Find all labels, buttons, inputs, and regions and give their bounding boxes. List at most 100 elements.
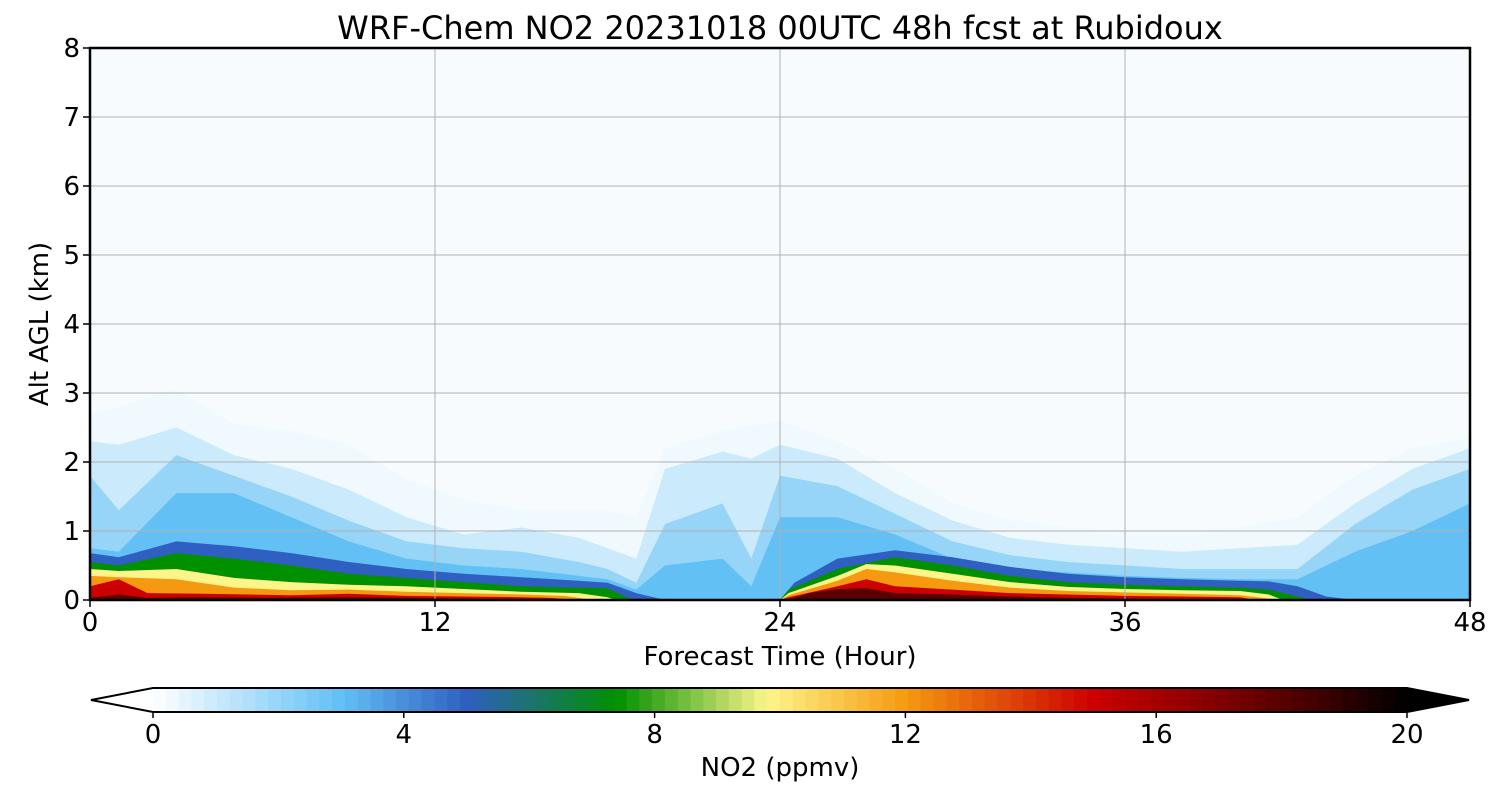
colorbar-segment (1394, 688, 1408, 712)
colorbar-segment (216, 688, 231, 712)
y-tick-label: 5 (63, 241, 80, 271)
colorbar-segment (524, 688, 538, 712)
colorbar-segment (728, 688, 743, 712)
colorbar-ticks: 0 4 8 12 16 20 (145, 712, 1424, 750)
colorbar-segment (1010, 688, 1024, 712)
x-tick-label: 24 (763, 608, 796, 638)
colorbar-segment (1381, 688, 1395, 712)
y-tick-label: 3 (63, 379, 80, 409)
y-axis: 0 1 2 3 4 5 6 7 8 (63, 34, 90, 616)
colorbar-segment (1368, 688, 1383, 712)
colorbar-segment (575, 688, 589, 712)
colorbar-segment (383, 688, 397, 712)
colorbar-segment (1099, 688, 1114, 712)
colorbar-segment (204, 688, 218, 712)
colorbar-tick-label: 16 (1140, 720, 1173, 750)
colorbar-segment (1317, 688, 1331, 712)
colorbar-segment (344, 688, 359, 712)
colorbar-segment (652, 688, 666, 712)
colorbar-segment (255, 688, 269, 712)
colorbar-extend-max (1407, 688, 1469, 712)
colorbar-segment (460, 688, 474, 712)
colorbar-segment (293, 688, 308, 712)
colorbar-segment (178, 688, 192, 712)
colorbar-segment (1176, 688, 1191, 712)
colorbar-segment (690, 688, 704, 712)
colorbar-segment (485, 688, 500, 712)
colorbar-segment (946, 688, 960, 712)
colorbar-segment (831, 688, 845, 712)
colorbar-segment (1087, 688, 1101, 712)
colorbar-segment (536, 688, 551, 712)
colorbar-segment (447, 688, 461, 712)
colorbar (90, 687, 1470, 713)
colorbar-label: NO2 (ppmv) (701, 753, 860, 783)
colorbar-segment (843, 688, 858, 712)
colorbar-segment (869, 688, 883, 712)
colorbar-segment (907, 688, 922, 712)
chart-title: WRF-Chem NO2 20231018 00UTC 48h fcst at … (337, 9, 1223, 47)
colorbar-segment (792, 688, 807, 712)
colorbar-segment (626, 688, 640, 712)
colorbar-segment (805, 688, 819, 712)
colorbar-segment (856, 688, 871, 712)
colorbar-segment (767, 688, 781, 712)
colorbar-segment (997, 688, 1011, 712)
grid-layer (90, 48, 1470, 600)
colorbar-tick-label: 12 (889, 720, 922, 750)
colorbar-segment (280, 688, 295, 712)
colorbar-segment (165, 688, 180, 712)
colorbar-segment (741, 688, 756, 712)
colorbar-segment (1215, 688, 1229, 712)
colorbar-segment (1304, 688, 1319, 712)
x-axis: 0 12 24 36 48 (82, 600, 1487, 638)
y-tick-label: 8 (63, 34, 80, 64)
colorbar-segment (664, 688, 679, 712)
x-tick-label: 36 (1108, 608, 1141, 638)
colorbar-segment (703, 688, 717, 712)
y-tick-label: 0 (63, 586, 80, 616)
colorbar-segment (472, 688, 487, 712)
colorbar-extend-min (91, 688, 153, 712)
colorbar-segment (613, 688, 628, 712)
colorbar-segment (1240, 688, 1255, 712)
colorbar-segment (1023, 688, 1037, 712)
colorbar-tick-label: 4 (396, 720, 413, 750)
colorbar-segment (1151, 688, 1165, 712)
y-tick-label: 2 (63, 448, 80, 478)
colorbar-segment (332, 688, 346, 712)
colorbar-segment (1355, 688, 1370, 712)
y-tick-label: 1 (63, 517, 80, 547)
colorbar-segment (319, 688, 333, 712)
colorbar-segment (1253, 688, 1267, 712)
colorbar-segment (1291, 688, 1306, 712)
colorbar-segment (959, 688, 973, 712)
colorbar-segment (1048, 688, 1063, 712)
colorbar-segment (1266, 688, 1280, 712)
colorbar-segment (370, 688, 384, 712)
colorbar-tick-label: 8 (646, 720, 663, 750)
colorbar-segment (639, 688, 653, 712)
colorbar-segment (933, 688, 947, 712)
colorbar-segment (191, 688, 205, 712)
colorbar-segment (229, 688, 244, 712)
colorbar-segment (357, 688, 372, 712)
colorbar-segment (1138, 688, 1152, 712)
colorbar-segment (882, 688, 896, 712)
colorbar-segment (895, 688, 909, 712)
colorbar-segment (1074, 688, 1088, 712)
colorbar-segment (677, 688, 692, 712)
colorbar-segment (1112, 688, 1127, 712)
colorbar-segment (984, 688, 999, 712)
colorbar-segment (1343, 688, 1357, 712)
colorbar-segment (421, 688, 436, 712)
colorbar-segment (562, 688, 576, 712)
colorbar-segment (971, 688, 986, 712)
colorbar-segment (1202, 688, 1216, 712)
colorbar-segment (268, 688, 282, 712)
colorbar-segment (549, 688, 564, 712)
colorbar-segment (498, 688, 512, 712)
colorbar-segment (780, 688, 794, 712)
